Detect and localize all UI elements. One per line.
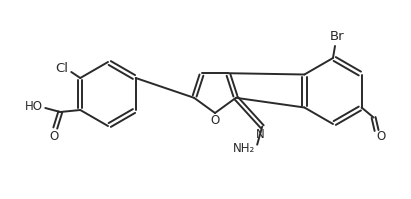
Text: O: O	[50, 131, 59, 143]
Text: N: N	[256, 128, 265, 141]
Text: O: O	[210, 114, 219, 128]
Text: Cl: Cl	[55, 61, 68, 74]
Text: NH₂: NH₂	[233, 142, 255, 155]
Text: HO: HO	[25, 100, 43, 113]
Text: Br: Br	[330, 30, 344, 44]
Text: O: O	[376, 130, 385, 143]
